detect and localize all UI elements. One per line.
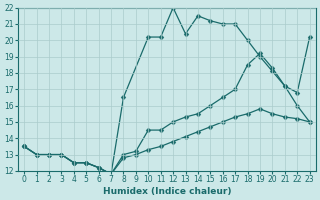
X-axis label: Humidex (Indice chaleur): Humidex (Indice chaleur): [103, 187, 231, 196]
